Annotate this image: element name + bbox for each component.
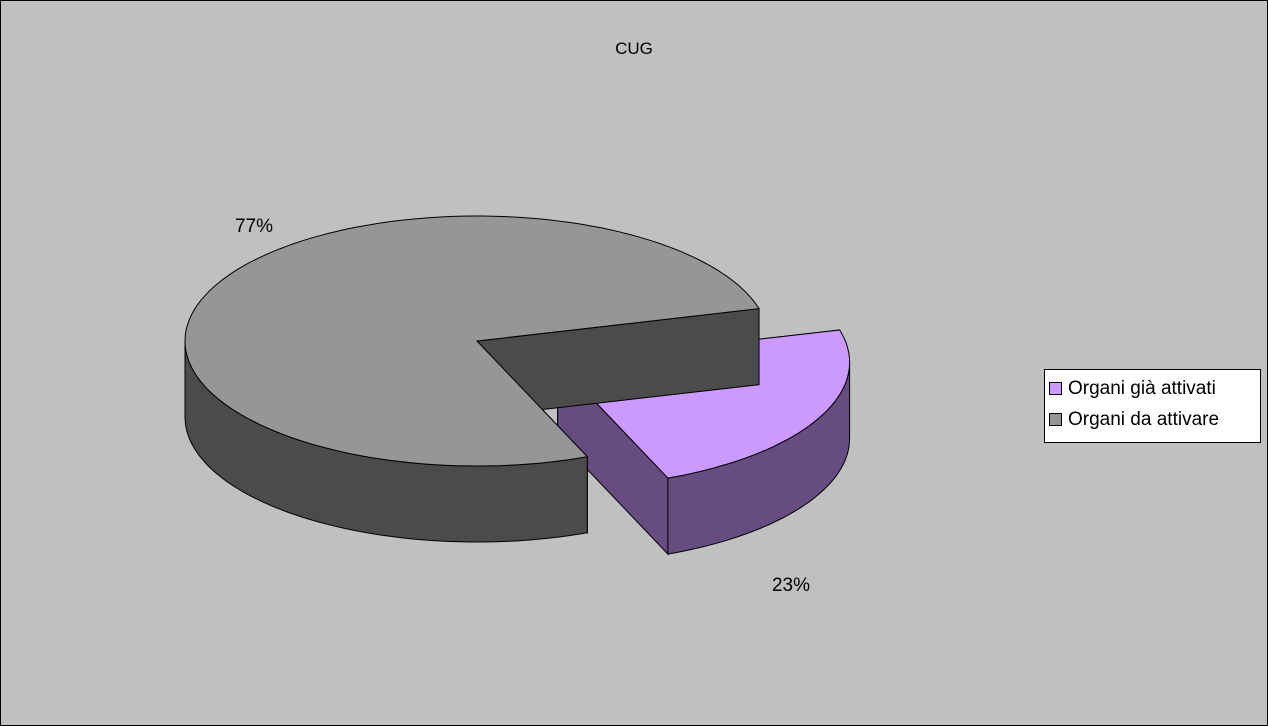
legend-label: Organi già attivati <box>1068 377 1216 399</box>
legend-item-organi-da-attivare: Organi da attivare <box>1049 404 1260 435</box>
data-label-gray: 77% <box>235 216 273 237</box>
chart-title: CUG <box>615 39 653 58</box>
legend-item-organi-gia-attivati: Organi già attivati <box>1049 373 1260 404</box>
data-label-purple: 23% <box>772 575 810 596</box>
legend-label: Organi da attivare <box>1068 408 1220 430</box>
legend-swatch-gray <box>1049 413 1062 426</box>
legend: Organi già attivati Organi da attivare <box>1044 369 1261 443</box>
slice-top-gray <box>184 215 760 467</box>
legend-swatch-purple <box>1049 382 1062 395</box>
